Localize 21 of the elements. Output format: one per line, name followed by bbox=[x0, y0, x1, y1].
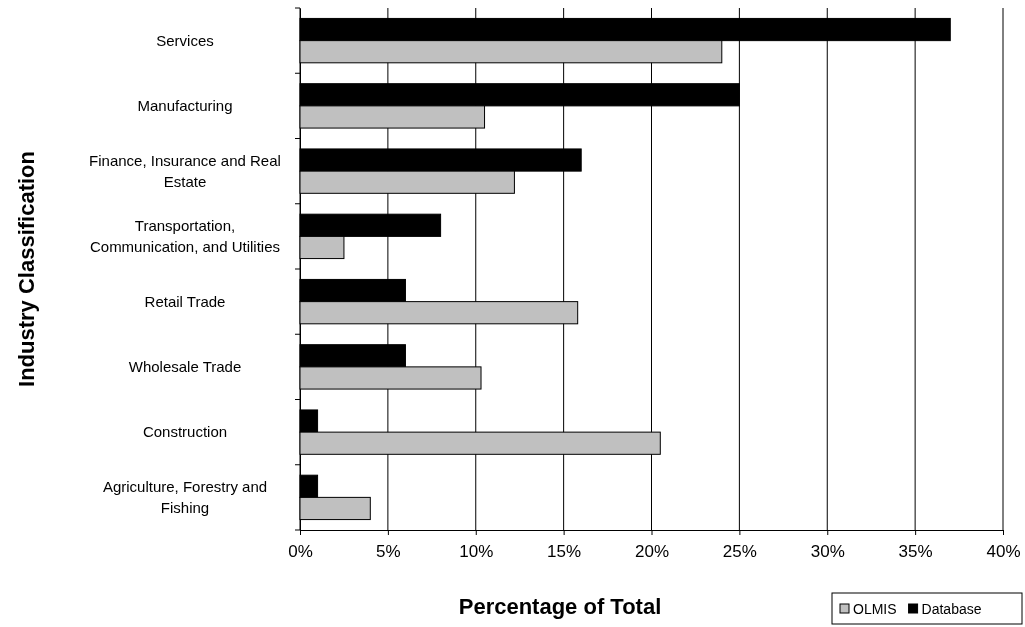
x-tick-label: 10% bbox=[459, 541, 494, 561]
y-tick-label: Retail Trade bbox=[144, 292, 226, 310]
y-tick-label: Transportation, Communication, and Utilities bbox=[89, 216, 281, 255]
y-tick-label: Agriculture, Forestry and Fishing bbox=[102, 477, 268, 516]
legend-label: Database bbox=[921, 601, 982, 617]
y-tick-label: Manufacturing bbox=[137, 96, 233, 114]
y-tick-label: Construction bbox=[142, 423, 228, 441]
x-tick-label: 15% bbox=[547, 541, 582, 561]
y-tick-label: Finance, Insurance and Real Estate bbox=[89, 151, 281, 190]
legend-label: OLMIS bbox=[853, 601, 897, 617]
y-tick-label: Services bbox=[156, 31, 214, 49]
y-axis-title: Industry Classification bbox=[14, 151, 39, 387]
x-tick-label: 0% bbox=[288, 541, 313, 561]
y-tick-label: Wholesale Trade bbox=[128, 357, 242, 375]
x-tick-label: 5% bbox=[376, 541, 401, 561]
x-tick-label: 20% bbox=[634, 541, 670, 561]
x-tick-label: 35% bbox=[898, 541, 933, 561]
x-axis-title: Percentage of Total bbox=[458, 594, 662, 619]
x-tick-label: 30% bbox=[810, 541, 845, 561]
x-tick-label: 25% bbox=[722, 541, 757, 561]
x-tick-label: 40% bbox=[986, 541, 1021, 561]
